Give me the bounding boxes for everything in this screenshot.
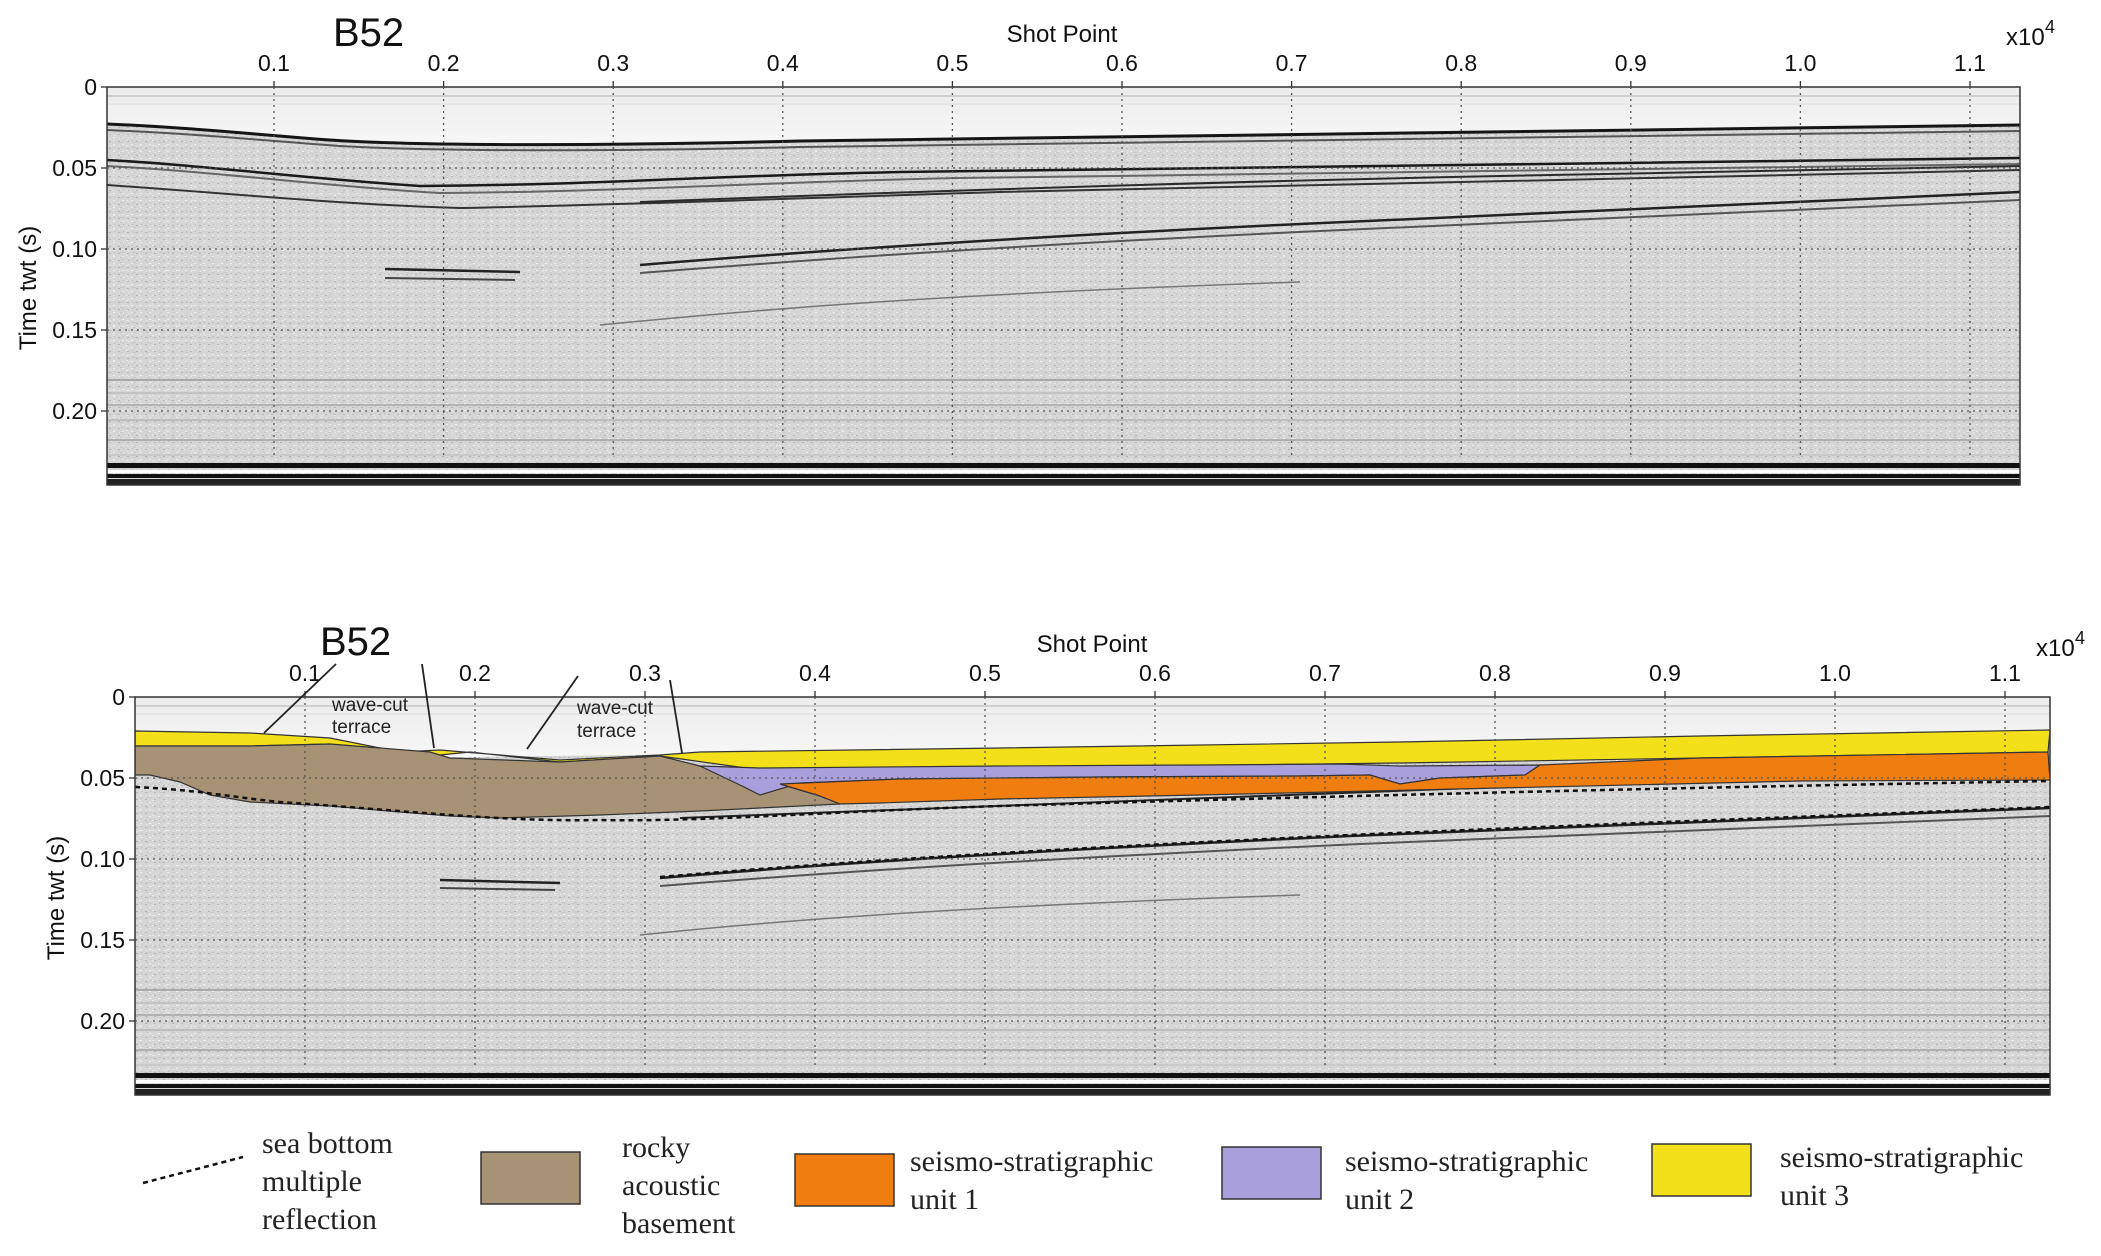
- bottom-y-tick-label: 0.15: [80, 927, 125, 953]
- top-x-axis-title: Shot Point: [1007, 21, 1118, 48]
- bottom-y-tick-label: 0.10: [80, 846, 125, 872]
- top-x-tick-label: 0.1: [258, 50, 290, 76]
- top-x-ticks: 0.1 0.2 0.3 0.4 0.5 0.6 0.7 0.8 0.9 1.0 1.1: [258, 50, 1986, 87]
- legend-multiple-line1: sea bottom: [262, 1127, 393, 1160]
- bottom-y-ticks: 0 0.05 0.10 0.15 0.20: [80, 684, 135, 1034]
- legend-basement-line1: rocky: [622, 1131, 690, 1164]
- bottom-y-tick-label: 0.05: [80, 765, 125, 791]
- bottom-x-tick-label: 1.0: [1819, 660, 1851, 686]
- terrace-2-leader-right: [669, 679, 683, 754]
- bottom-x-tick-label: 0.3: [629, 660, 661, 686]
- top-x-tick-label: 0.5: [936, 50, 968, 76]
- top-x-tick-label: 0.8: [1445, 50, 1477, 76]
- terrace-1-label-line2: terrace: [332, 717, 391, 738]
- sea-bottom-multiple-2: [659, 805, 2050, 879]
- top-panel: 0.1 0.2 0.3 0.4 0.5 0.6 0.7 0.8 0.9 1.0 1.1 00.050…: [15, 11, 2055, 486]
- top-line-name: B52: [333, 11, 404, 55]
- top-y-tick-label: 0.20: [52, 398, 97, 424]
- legend-basement-line3: basement: [622, 1207, 736, 1240]
- terrace-1-leader-right: [421, 663, 435, 749]
- bottom-x-ticks: 0.1 0.2 0.3 0.4 0.5 0.6 0.7 0.8 0.9 1.0 1.1: [289, 660, 2021, 697]
- top-x-multiplier: x10: [2006, 24, 2045, 51]
- legend-unit3-line1: seismo-stratigraphic: [1780, 1141, 2023, 1174]
- top-x-tick-label: 1.0: [1784, 50, 1816, 76]
- top-x-multiplier-exponent: 4: [2045, 17, 2055, 37]
- rocky-acoustic-basement-body: [135, 743, 841, 819]
- bottom-x-tick-label: 0.4: [799, 660, 831, 686]
- terrace-1-label-line1: wave-cut: [331, 695, 409, 716]
- bottom-x-tick-label: 0.2: [459, 660, 491, 686]
- bottom-plot-frame: [134, 696, 2051, 1096]
- top-y-ticks: 0 0.05 0.10 0.15 0.20: [52, 74, 107, 424]
- bottom-x-tick-label: 0.5: [969, 660, 1001, 686]
- bottom-panel: 0.1 0.2 0.3 0.4 0.5 0.6 0.7 0.8 0.9 1.0 1.1 00.050…: [43, 620, 2085, 1096]
- sea-bottom-multiple-1: [135, 779, 2050, 822]
- bottom-seismic-profile: [135, 697, 2050, 1095]
- bottom-x-tick-label: 0.7: [1309, 660, 1341, 686]
- legend-unit2-line1: seismo-stratigraphic: [1345, 1145, 1588, 1178]
- legend-swatch-unit-1: [794, 1153, 895, 1207]
- top-plot-frame: [106, 86, 2021, 486]
- top-y-tick-label: 0.05: [52, 155, 97, 181]
- bottom-x-multiplier-exponent: 4: [2075, 628, 2085, 648]
- legend-unit2-line2: unit 2: [1345, 1183, 1414, 1216]
- bottom-y-tick-label: 0: [112, 684, 125, 710]
- bottom-line-name: B52: [320, 620, 391, 664]
- top-y-tick-label: 0.15: [52, 317, 97, 343]
- top-x-tick-label: 0.6: [1106, 50, 1138, 76]
- top-grid: [107, 87, 2020, 457]
- bottom-x-tick-label: 0.6: [1139, 660, 1171, 686]
- terrace-2-label-line1: wave-cut: [576, 698, 654, 719]
- bottom-x-tick-label: 0.8: [1479, 660, 1511, 686]
- legend-swatch-unit-2: [1221, 1146, 1322, 1200]
- bottom-x-tick-label: 1.1: [1989, 660, 2021, 686]
- terrace-2-label-line2: terrace: [577, 721, 636, 742]
- bottom-y-tick-label: 0.20: [80, 1008, 125, 1034]
- unit-1-body: [779, 751, 2050, 805]
- top-x-tick-label: 0.9: [1615, 50, 1647, 76]
- legend-multiple-line2: multiple: [262, 1165, 362, 1198]
- top-seismic-profile: [107, 87, 2020, 485]
- legend-unit1-line1: seismo-stratigraphic: [910, 1145, 1153, 1178]
- top-x-tick-label: 0.3: [597, 50, 629, 76]
- legend-swatch-unit-3: [1651, 1143, 1752, 1197]
- top-y-tick-label: 0: [84, 74, 97, 100]
- legend-multiple-line3: reflection: [262, 1203, 377, 1236]
- bottom-grid: [135, 697, 2050, 1067]
- bottom-x-axis-title: Shot Point: [1037, 631, 1148, 658]
- legend-swatch-basement: [480, 1151, 581, 1205]
- top-x-tick-label: 0.7: [1276, 50, 1308, 76]
- bottom-x-tick-label: 0.9: [1649, 660, 1681, 686]
- top-x-tick-label: 1.1: [1954, 50, 1986, 76]
- bottom-x-multiplier: x10: [2036, 635, 2075, 662]
- bottom-x-tick-label: 0.1: [289, 660, 321, 686]
- terrace-1-leader-left: [263, 663, 337, 734]
- top-y-tick-label: 0.10: [52, 236, 97, 262]
- terrace-2-leader-left: [526, 675, 579, 750]
- legend-unit1-line2: unit 1: [910, 1183, 979, 1216]
- legend-dashed-line-symbol: [142, 1155, 244, 1185]
- bottom-y-axis-title: Time twt (s): [43, 836, 70, 960]
- top-x-tick-label: 0.4: [767, 50, 799, 76]
- legend: sea bottom multiple reflection rocky aco…: [142, 1127, 2023, 1240]
- top-y-axis-title: Time twt (s): [15, 226, 42, 350]
- top-x-tick-label: 0.2: [428, 50, 460, 76]
- legend-unit3-line2: unit 3: [1780, 1179, 1849, 1212]
- legend-basement-line2: acoustic: [622, 1169, 720, 1202]
